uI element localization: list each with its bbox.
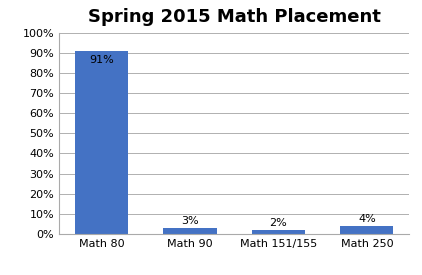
Text: 4%: 4% — [358, 214, 376, 224]
Text: 91%: 91% — [89, 55, 114, 65]
Bar — [75, 51, 128, 234]
Text: 3%: 3% — [181, 216, 199, 226]
Bar — [341, 226, 393, 234]
Text: 2%: 2% — [270, 218, 287, 228]
Bar — [252, 230, 305, 234]
Bar — [163, 228, 216, 234]
Title: Spring 2015 Math Placement: Spring 2015 Math Placement — [88, 8, 381, 26]
